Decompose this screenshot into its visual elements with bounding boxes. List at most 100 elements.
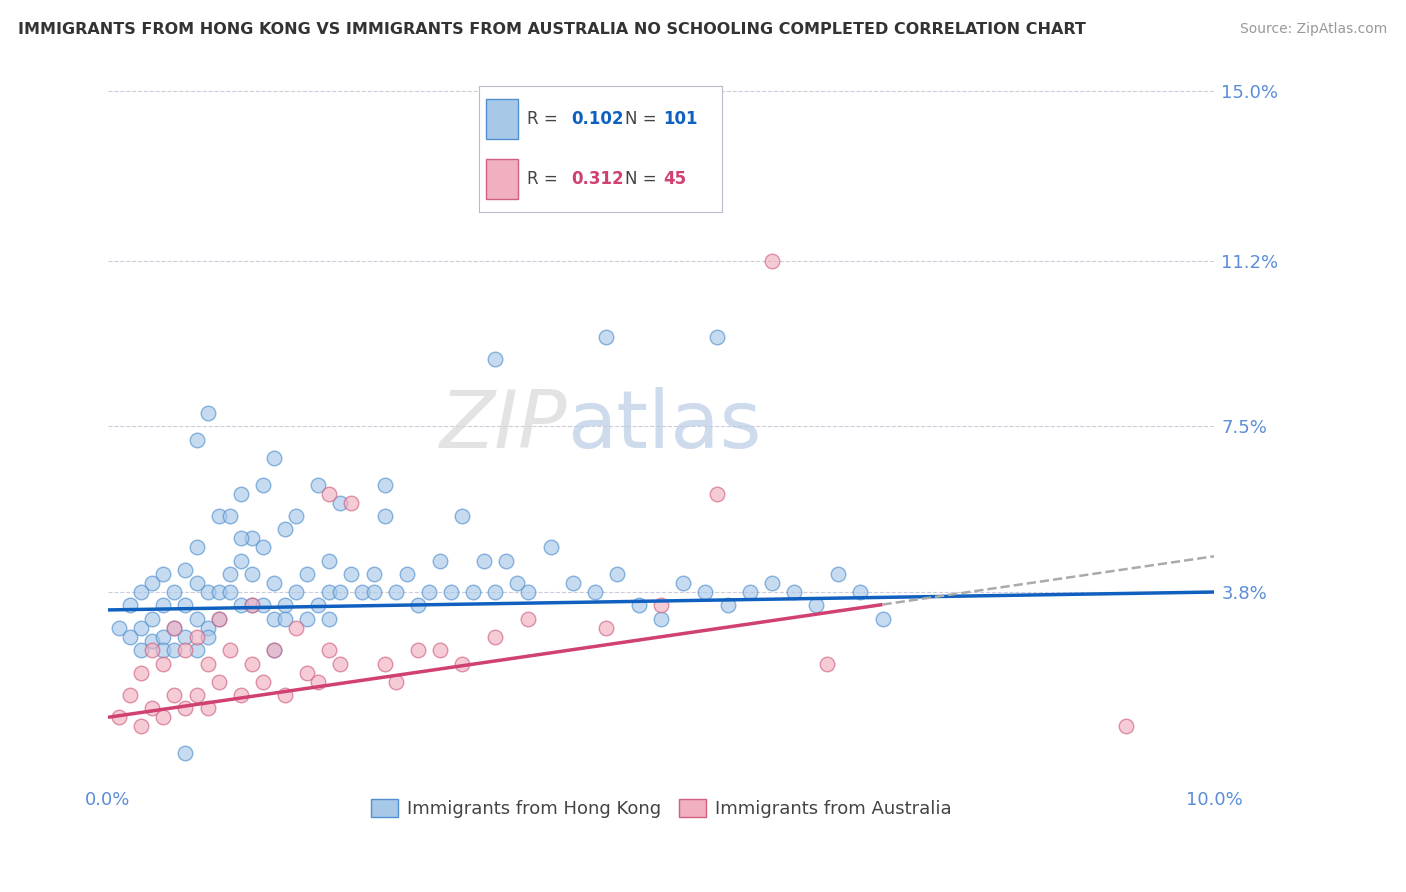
Point	[197, 621, 219, 635]
Point	[307, 477, 329, 491]
Point	[295, 665, 318, 680]
Point	[374, 508, 396, 523]
Point	[186, 630, 208, 644]
Point	[506, 576, 529, 591]
Point	[872, 612, 894, 626]
Point	[240, 567, 263, 582]
Point	[352, 585, 374, 599]
Point	[263, 576, 285, 591]
Point	[628, 599, 651, 613]
Point	[583, 585, 606, 599]
Point	[307, 674, 329, 689]
Point	[108, 710, 131, 724]
Point	[706, 486, 728, 500]
Point	[197, 701, 219, 715]
Point	[849, 585, 872, 599]
Point	[141, 643, 163, 657]
Point	[163, 585, 186, 599]
Point	[252, 541, 274, 555]
Point	[141, 634, 163, 648]
Point	[274, 612, 297, 626]
Point	[208, 508, 231, 523]
Point	[163, 688, 186, 702]
Point	[129, 585, 152, 599]
Point	[252, 674, 274, 689]
Point	[229, 599, 252, 613]
Point	[384, 585, 406, 599]
Point	[318, 554, 340, 568]
Point	[804, 599, 827, 613]
Point	[517, 612, 540, 626]
Point	[108, 621, 131, 635]
Point	[363, 585, 385, 599]
Point	[174, 563, 197, 577]
Point	[595, 621, 617, 635]
Point	[174, 630, 197, 644]
Point	[695, 585, 717, 599]
Point	[307, 599, 329, 613]
Point	[174, 701, 197, 715]
Point	[263, 450, 285, 465]
Point	[384, 674, 406, 689]
Point	[208, 674, 231, 689]
Point	[229, 486, 252, 500]
Point	[429, 643, 451, 657]
Point	[186, 688, 208, 702]
Point	[484, 585, 506, 599]
Point	[295, 612, 318, 626]
Point	[374, 477, 396, 491]
Point	[329, 657, 352, 671]
Point	[240, 532, 263, 546]
Point	[252, 599, 274, 613]
Point	[495, 554, 517, 568]
Point	[484, 352, 506, 367]
Point	[406, 599, 429, 613]
Point	[395, 567, 418, 582]
Point	[374, 657, 396, 671]
Point	[186, 576, 208, 591]
Point	[1115, 719, 1137, 733]
Point	[517, 585, 540, 599]
Point	[240, 599, 263, 613]
Point	[451, 508, 474, 523]
Point	[218, 508, 240, 523]
Point	[263, 643, 285, 657]
Point	[163, 643, 186, 657]
Point	[484, 630, 506, 644]
Point	[672, 576, 695, 591]
Point	[163, 621, 186, 635]
Point	[240, 657, 263, 671]
Point	[120, 599, 142, 613]
Point	[761, 576, 783, 591]
Point	[340, 495, 363, 509]
Point	[120, 688, 142, 702]
Point	[129, 643, 152, 657]
Point	[463, 585, 485, 599]
Text: atlas: atlas	[567, 387, 762, 466]
Point	[129, 621, 152, 635]
Point	[129, 665, 152, 680]
Point	[197, 657, 219, 671]
Point	[229, 554, 252, 568]
Point	[318, 585, 340, 599]
Point	[318, 612, 340, 626]
Point	[706, 330, 728, 344]
Point	[472, 554, 495, 568]
Text: ZIP: ZIP	[440, 387, 567, 466]
Point	[240, 599, 263, 613]
Point	[274, 522, 297, 536]
Point	[295, 567, 318, 582]
Point	[152, 567, 174, 582]
Point	[285, 508, 308, 523]
Point	[152, 599, 174, 613]
Point	[174, 746, 197, 760]
Point	[129, 719, 152, 733]
Text: Source: ZipAtlas.com: Source: ZipAtlas.com	[1240, 22, 1388, 37]
Point	[285, 585, 308, 599]
Point	[141, 576, 163, 591]
Point	[208, 585, 231, 599]
Point	[340, 567, 363, 582]
Point	[197, 406, 219, 420]
Point	[650, 612, 672, 626]
Point	[429, 554, 451, 568]
